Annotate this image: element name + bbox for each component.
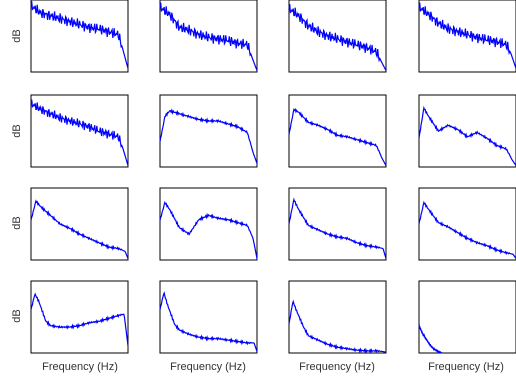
x-axis-label-col2: Frequency (Hz) <box>170 361 246 373</box>
spectrum-line-row3-col1 <box>30 199 129 259</box>
subplot-frame-row2-col3 <box>288 94 387 168</box>
y-axis-label-row2: dB <box>11 124 23 137</box>
spectrum-line-row3-col3 <box>288 197 387 259</box>
y-axis-label-row1: dB <box>11 29 23 42</box>
subplot-frame-row2-col2 <box>159 94 258 168</box>
subplot-frame-row4-col4 <box>418 280 516 354</box>
spectrum-line-row1-col4 <box>418 2 516 69</box>
spectrum-line-row4-col4 <box>418 324 443 354</box>
subplot-frame-row4-col3 <box>288 280 387 354</box>
y-axis-label-row4: dB <box>11 309 23 322</box>
subplot-frame-row3-col1 <box>30 187 129 261</box>
spectrum-line-row1-col3 <box>288 4 387 71</box>
subplot-frame-row1-col1 <box>30 0 129 73</box>
subplot-frame-row3-col4 <box>418 187 516 261</box>
spectrum-line-row2-col2 <box>159 108 258 164</box>
spectrum-line-row1-col2 <box>159 2 258 71</box>
y-axis-labels: dB dB dB dB <box>11 29 23 322</box>
y-axis-label-row3: dB <box>11 216 23 229</box>
spectrum-line-row4-col3 <box>288 299 387 355</box>
spectrum-line-row2-col1 <box>30 99 129 166</box>
x-axis-label-col1: Frequency (Hz) <box>42 361 118 373</box>
subplot-grid <box>30 0 516 355</box>
x-axis-labels: Frequency (Hz) Frequency (Hz) Frequency … <box>42 361 504 373</box>
subplot-frame-row3-col3 <box>288 187 387 261</box>
spectrum-line-row1-col1 <box>30 1 129 69</box>
x-axis-label-col3: Frequency (Hz) <box>299 361 375 373</box>
spectrum-line-row4-col1 <box>30 292 129 346</box>
subplot-frame-row2-col1 <box>30 94 129 168</box>
subplot-frame-row2-col4 <box>418 94 516 168</box>
spectrum-line-row3-col2 <box>159 200 258 259</box>
spectrum-line-row2-col3 <box>288 107 387 166</box>
spectrum-line-row4-col2 <box>159 291 258 352</box>
spectrum-line-row2-col4 <box>418 105 516 166</box>
spectrum-line-row3-col4 <box>418 200 516 259</box>
x-axis-label-col4: Frequency (Hz) <box>428 361 504 373</box>
